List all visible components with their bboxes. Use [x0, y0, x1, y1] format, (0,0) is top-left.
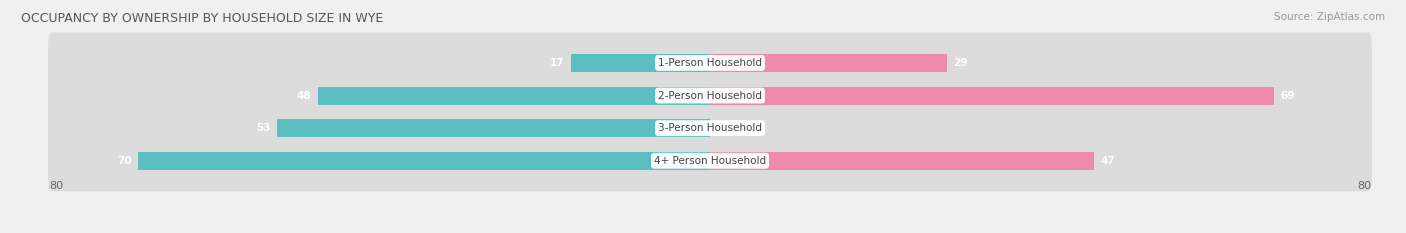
Bar: [710, 54, 948, 72]
Text: 0: 0: [717, 123, 724, 133]
Text: 53: 53: [256, 123, 270, 133]
Bar: [318, 87, 710, 105]
FancyBboxPatch shape: [48, 130, 1372, 191]
Text: 69: 69: [1281, 91, 1295, 100]
FancyBboxPatch shape: [48, 98, 1372, 159]
Text: 48: 48: [297, 91, 311, 100]
Bar: [710, 87, 1274, 105]
Text: 29: 29: [953, 58, 967, 68]
Bar: [710, 152, 1094, 170]
Text: 4+ Person Household: 4+ Person Household: [654, 156, 766, 166]
Text: OCCUPANCY BY OWNERSHIP BY HOUSEHOLD SIZE IN WYE: OCCUPANCY BY OWNERSHIP BY HOUSEHOLD SIZE…: [21, 12, 384, 25]
Text: 17: 17: [550, 58, 565, 68]
Text: 3-Person Household: 3-Person Household: [658, 123, 762, 133]
FancyBboxPatch shape: [48, 32, 1372, 93]
Text: 70: 70: [117, 156, 131, 166]
FancyBboxPatch shape: [48, 65, 1372, 126]
Text: Source: ZipAtlas.com: Source: ZipAtlas.com: [1274, 12, 1385, 22]
Text: 47: 47: [1101, 156, 1115, 166]
Text: 2-Person Household: 2-Person Household: [658, 91, 762, 100]
Bar: [138, 152, 710, 170]
Bar: [277, 119, 710, 137]
Bar: [571, 54, 710, 72]
Text: 1-Person Household: 1-Person Household: [658, 58, 762, 68]
